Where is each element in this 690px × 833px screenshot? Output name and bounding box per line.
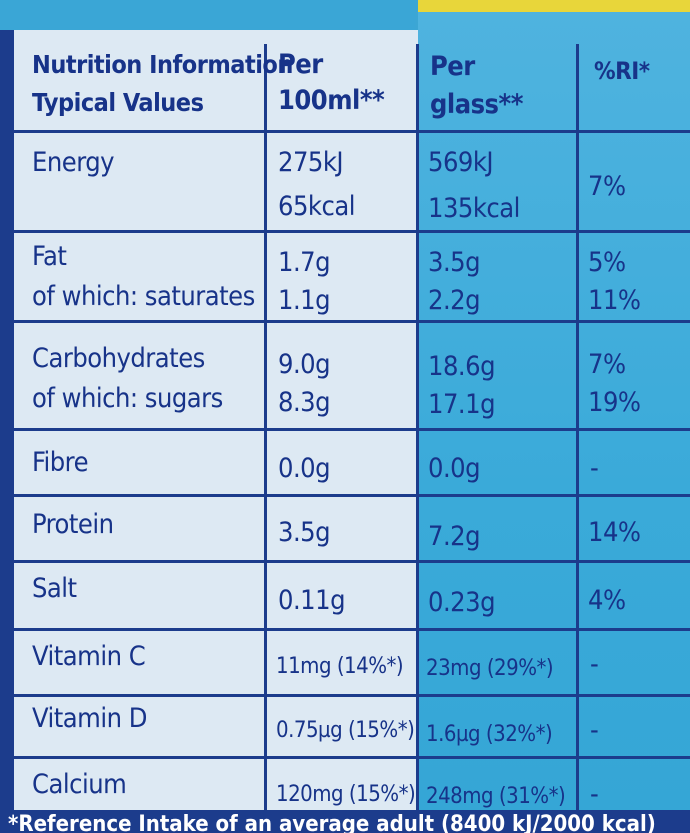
vitamin-c-perglass: 23mg (29%*) xyxy=(426,656,554,681)
header-per-glass-line1: Per xyxy=(430,51,475,82)
divider-col3 xyxy=(576,44,579,810)
fibre-perglass: 0.0g xyxy=(428,453,481,484)
energy-per100-kj: 275kJ xyxy=(278,147,344,178)
table-left-panel xyxy=(14,30,418,810)
divider-col2 xyxy=(416,44,419,810)
divider-col1 xyxy=(264,44,267,810)
protein-ri: 14% xyxy=(588,517,641,548)
protein-per100: 3.5g xyxy=(278,517,331,548)
sugars-per100: 8.3g xyxy=(278,387,331,418)
footer-reference-intake-note: *Reference Intake of an average adult (8… xyxy=(8,812,656,833)
fat-ri: 5% xyxy=(588,247,626,278)
sugars-perglass: 17.1g xyxy=(428,389,496,420)
vitamin-c-ri: - xyxy=(590,649,599,680)
divider-row-energy xyxy=(14,230,690,233)
salt-per100: 0.11g xyxy=(278,585,346,616)
energy-per100-kcal: 65kcal xyxy=(278,191,355,222)
divider-row-header xyxy=(14,130,690,133)
row-name-energy: Energy xyxy=(32,147,115,178)
header-per-100ml-line1: Per xyxy=(278,49,323,80)
row-name-vitamin-d: Vitamin D xyxy=(32,703,147,734)
fibre-per100: 0.0g xyxy=(278,453,331,484)
header-percent-ri: %RI* xyxy=(594,57,650,85)
fat-perglass: 3.5g xyxy=(428,247,481,278)
packaging-yellow-edge xyxy=(418,0,690,14)
carbs-perglass: 18.6g xyxy=(428,351,496,382)
row-name-protein: Protein xyxy=(32,509,114,540)
row-name-calcium: Calcium xyxy=(32,769,127,800)
divider-row-fat xyxy=(14,320,690,323)
energy-ri: 7% xyxy=(588,171,626,202)
row-name-fat: Fat xyxy=(32,241,67,272)
footer-band: *Reference Intake of an average adult (8… xyxy=(0,810,690,833)
calcium-ri: - xyxy=(590,779,599,810)
sugars-ri: 19% xyxy=(588,387,641,418)
salt-ri: 4% xyxy=(588,585,626,616)
divider-row-protein xyxy=(14,560,690,563)
vitamin-d-perglass: 1.6µg (32%*) xyxy=(426,722,553,747)
table-right-panel xyxy=(418,12,690,810)
calcium-perglass: 248mg (31%*) xyxy=(426,784,566,809)
divider-row-vitd xyxy=(14,756,690,759)
saturates-per100: 1.1g xyxy=(278,285,331,316)
fat-per100: 1.7g xyxy=(278,247,331,278)
saturates-ri: 11% xyxy=(588,285,641,316)
header-typical-values-line1: Nutrition Information xyxy=(32,50,293,79)
divider-row-fibre xyxy=(14,494,690,497)
row-name-saturates: of which: saturates xyxy=(32,281,255,312)
saturates-perglass: 2.2g xyxy=(428,285,481,316)
vitamin-d-per100: 0.75µg (15%*) xyxy=(276,718,415,743)
row-name-vitamin-c: Vitamin C xyxy=(32,641,146,672)
header-per-glass-line2: glass** xyxy=(430,89,523,120)
calcium-per100: 120mg (15%*) xyxy=(276,782,416,807)
carbs-ri: 7% xyxy=(588,349,626,380)
header-per-100ml-line2: 100ml** xyxy=(278,85,385,116)
row-name-sugars: of which: sugars xyxy=(32,383,223,414)
header-typical-values-line2: Typical Values xyxy=(32,88,204,117)
salt-perglass: 0.23g xyxy=(428,587,496,618)
protein-perglass: 7.2g xyxy=(428,521,481,552)
energy-perglass-kcal: 135kcal xyxy=(428,193,520,224)
divider-row-carbs xyxy=(14,428,690,431)
energy-perglass-kj: 569kJ xyxy=(428,147,494,178)
row-name-salt: Salt xyxy=(32,573,77,604)
divider-row-salt xyxy=(14,628,690,631)
fibre-ri: - xyxy=(590,453,599,484)
vitamin-d-ri: - xyxy=(590,715,599,746)
carbs-per100: 9.0g xyxy=(278,349,331,380)
divider-row-vitc xyxy=(14,694,690,697)
row-name-carbohydrates: Carbohydrates xyxy=(32,343,205,374)
vitamin-c-per100: 11mg (14%*) xyxy=(276,654,404,679)
row-name-fibre: Fibre xyxy=(32,447,89,478)
